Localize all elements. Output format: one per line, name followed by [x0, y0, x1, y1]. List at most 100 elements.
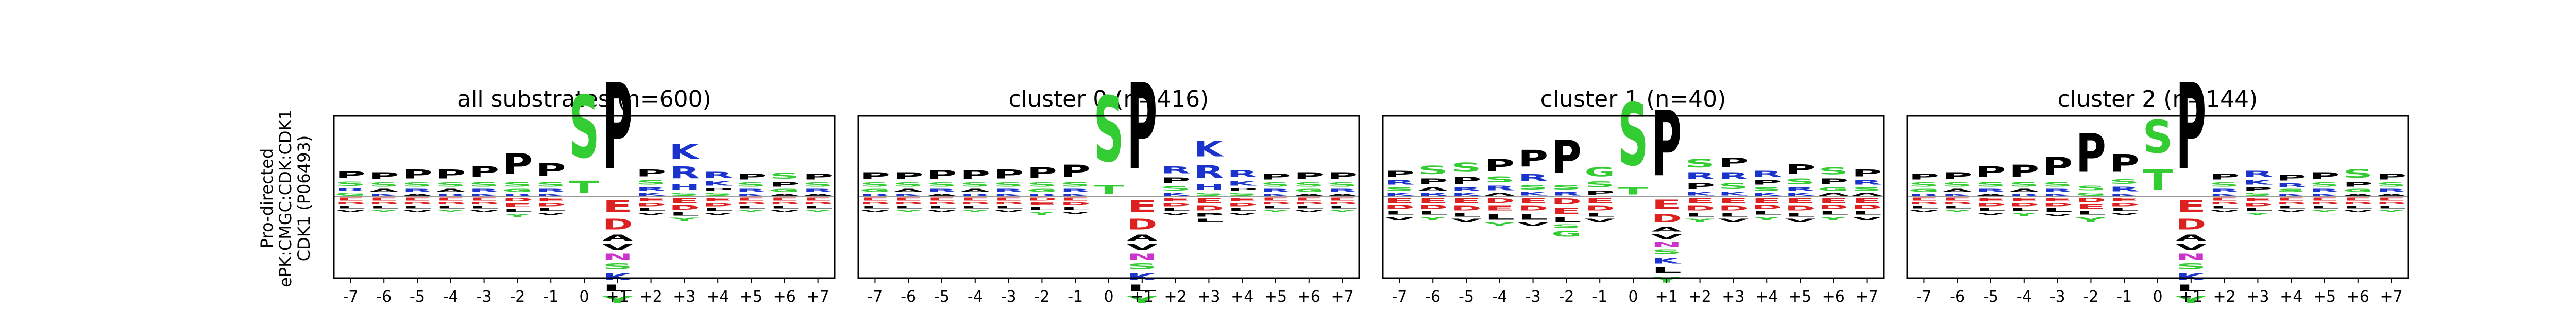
logo-letter-P: P: [2176, 59, 2206, 197]
logo-letter-E: E: [736, 197, 767, 201]
logo-letter-R: R: [1752, 169, 1782, 179]
logo-letter-L: L: [469, 205, 499, 209]
x-tick-label: +4: [706, 288, 729, 306]
logo-letter-P: P: [1127, 59, 1157, 197]
logo-letter-Y: Y: [2309, 209, 2340, 213]
x-tick-label: +6: [1822, 288, 1845, 306]
logo-letter-E: E: [1718, 197, 1749, 204]
logo-letter-P: P: [2009, 162, 2039, 181]
logo-letter-D: D: [1551, 197, 1582, 206]
logo-letter-V: V: [2343, 209, 2373, 213]
logo-letter-V: V: [602, 243, 633, 252]
x-tick-label: -6: [901, 288, 916, 306]
logo-letter-D: D: [2376, 201, 2406, 205]
logo-panel-1: cluster 0 (n=416)RGSPEDLVKASPEDLYARSPEDL…: [857, 59, 1360, 306]
logo-letter-K: K: [2209, 193, 2240, 197]
logo-letter-G: G: [335, 192, 366, 197]
x-tick-label: +4: [1231, 288, 1253, 306]
logo-letter-P: P: [1718, 155, 1749, 170]
logo-letter-L: L: [1127, 282, 1157, 294]
logo-letter-E: E: [2343, 197, 2373, 201]
logo-letter-K: K: [2243, 179, 2273, 186]
logo-letter-E: E: [469, 197, 499, 201]
logo-letter-L: L: [1027, 207, 1057, 211]
logo-letter-R: R: [1484, 184, 1515, 192]
logo-letter-R: R: [2109, 185, 2140, 193]
logo-letter-K: K: [2042, 193, 2073, 197]
logo-letter-D: D: [1294, 201, 1324, 205]
x-tick-label: +4: [1755, 288, 1778, 306]
x-tick-label: +6: [1298, 288, 1320, 306]
logo-letter-S: S: [893, 181, 924, 188]
x-tick-label: -1: [1067, 288, 1083, 306]
x-tick-label: -2: [510, 288, 525, 306]
logo-letter-L: L: [1942, 205, 1973, 209]
logo-letter-K: K: [736, 193, 767, 197]
logo-letter-L: L: [1551, 216, 1582, 224]
logo-letter-A: A: [2376, 193, 2406, 197]
logo-letter-E: E: [1160, 197, 1191, 202]
logo-letter-S: S: [2209, 181, 2240, 188]
logo-letter-L: L: [1752, 210, 1782, 216]
logo-letter-S: S: [736, 181, 767, 188]
x-tick-label: -2: [1558, 288, 1574, 306]
logo-letter-Y: Y: [1942, 209, 1972, 213]
logo-letter-S: S: [2109, 178, 2140, 185]
x-tick-label: -2: [1034, 288, 1049, 306]
logo-letter-E: E: [1418, 197, 1448, 204]
logo-letter-D: D: [1818, 204, 1849, 210]
logo-letter-A: A: [803, 193, 833, 197]
logo-letter-L: L: [502, 208, 533, 213]
x-tick-label: +6: [2347, 288, 2369, 306]
logo-letter-Y: Y: [1751, 216, 1782, 221]
logo-letter-Y: Y: [1260, 209, 1291, 213]
logo-letter-G: G: [1585, 164, 1615, 180]
logo-letter-G: G: [1909, 188, 1939, 193]
logo-letter-P: P: [1518, 146, 1548, 172]
logo-letter-P: P: [1327, 170, 1358, 181]
logo-letter-S: S: [1384, 186, 1415, 192]
logo-letter-P: P: [1685, 181, 1715, 191]
logo-letter-P: P: [1942, 170, 1973, 181]
logo-letter-V: V: [2276, 209, 2307, 213]
logo-letter-A: A: [1651, 225, 1682, 233]
panel-title: all substrates (n=600): [457, 86, 711, 112]
logo-letter-A: A: [1294, 193, 1324, 197]
logo-letter-K: K: [1451, 192, 1482, 197]
logo-letter-L: L: [736, 205, 767, 209]
logo-letter-S: S: [1909, 181, 1939, 188]
logo-letter-P: P: [2109, 149, 2140, 178]
x-tick-label: +7: [2380, 288, 2402, 306]
logo-letter-L: L: [369, 205, 399, 209]
logo-letter-K: K: [669, 141, 700, 164]
logo-letter-L: L: [402, 205, 433, 209]
logo-letter-D: D: [1060, 201, 1091, 206]
logo-letter-S: S: [636, 179, 666, 186]
logo-letter-V: V: [1785, 218, 1816, 224]
logo-letter-L: L: [1418, 210, 1448, 216]
y-label-line-3: CDK1 (P06493): [294, 135, 314, 262]
logo-letter-D: D: [1942, 201, 1973, 205]
logo-letter-E: E: [602, 197, 633, 216]
logo-letter-L: L: [1451, 212, 1482, 218]
logo-letter-S: S: [1294, 181, 1324, 188]
logo-letter-K: K: [993, 193, 1024, 197]
logo-letter-V: V: [2109, 212, 2140, 216]
logo-letter-L: L: [860, 205, 890, 209]
logo-panel-2: cluster 1 (n=40)KSRPEDLVRAPSEDLYKRPSEDLV…: [1382, 85, 1885, 306]
logo-letter-R: R: [2042, 188, 2073, 193]
logo-letter-R: R: [402, 188, 433, 193]
logo-letter-P: P: [960, 168, 990, 181]
logo-letter-K: K: [1227, 180, 1258, 187]
logo-letter-K: K: [1127, 271, 1157, 282]
logo-letter-S: S: [993, 181, 1024, 188]
logo-letter-P: P: [1160, 176, 1191, 185]
logo-letter-G: G: [1294, 188, 1324, 193]
x-tick-label: +1: [2180, 288, 2202, 306]
logo-letter-S: S: [1551, 224, 1582, 229]
logo-letter-S: S: [402, 181, 433, 188]
logo-letter-E: E: [1384, 197, 1415, 204]
logo-letter-A: A: [1484, 192, 1515, 197]
logo-letter-R: R: [1909, 193, 1939, 197]
logo-letter-P: P: [1852, 167, 1882, 179]
